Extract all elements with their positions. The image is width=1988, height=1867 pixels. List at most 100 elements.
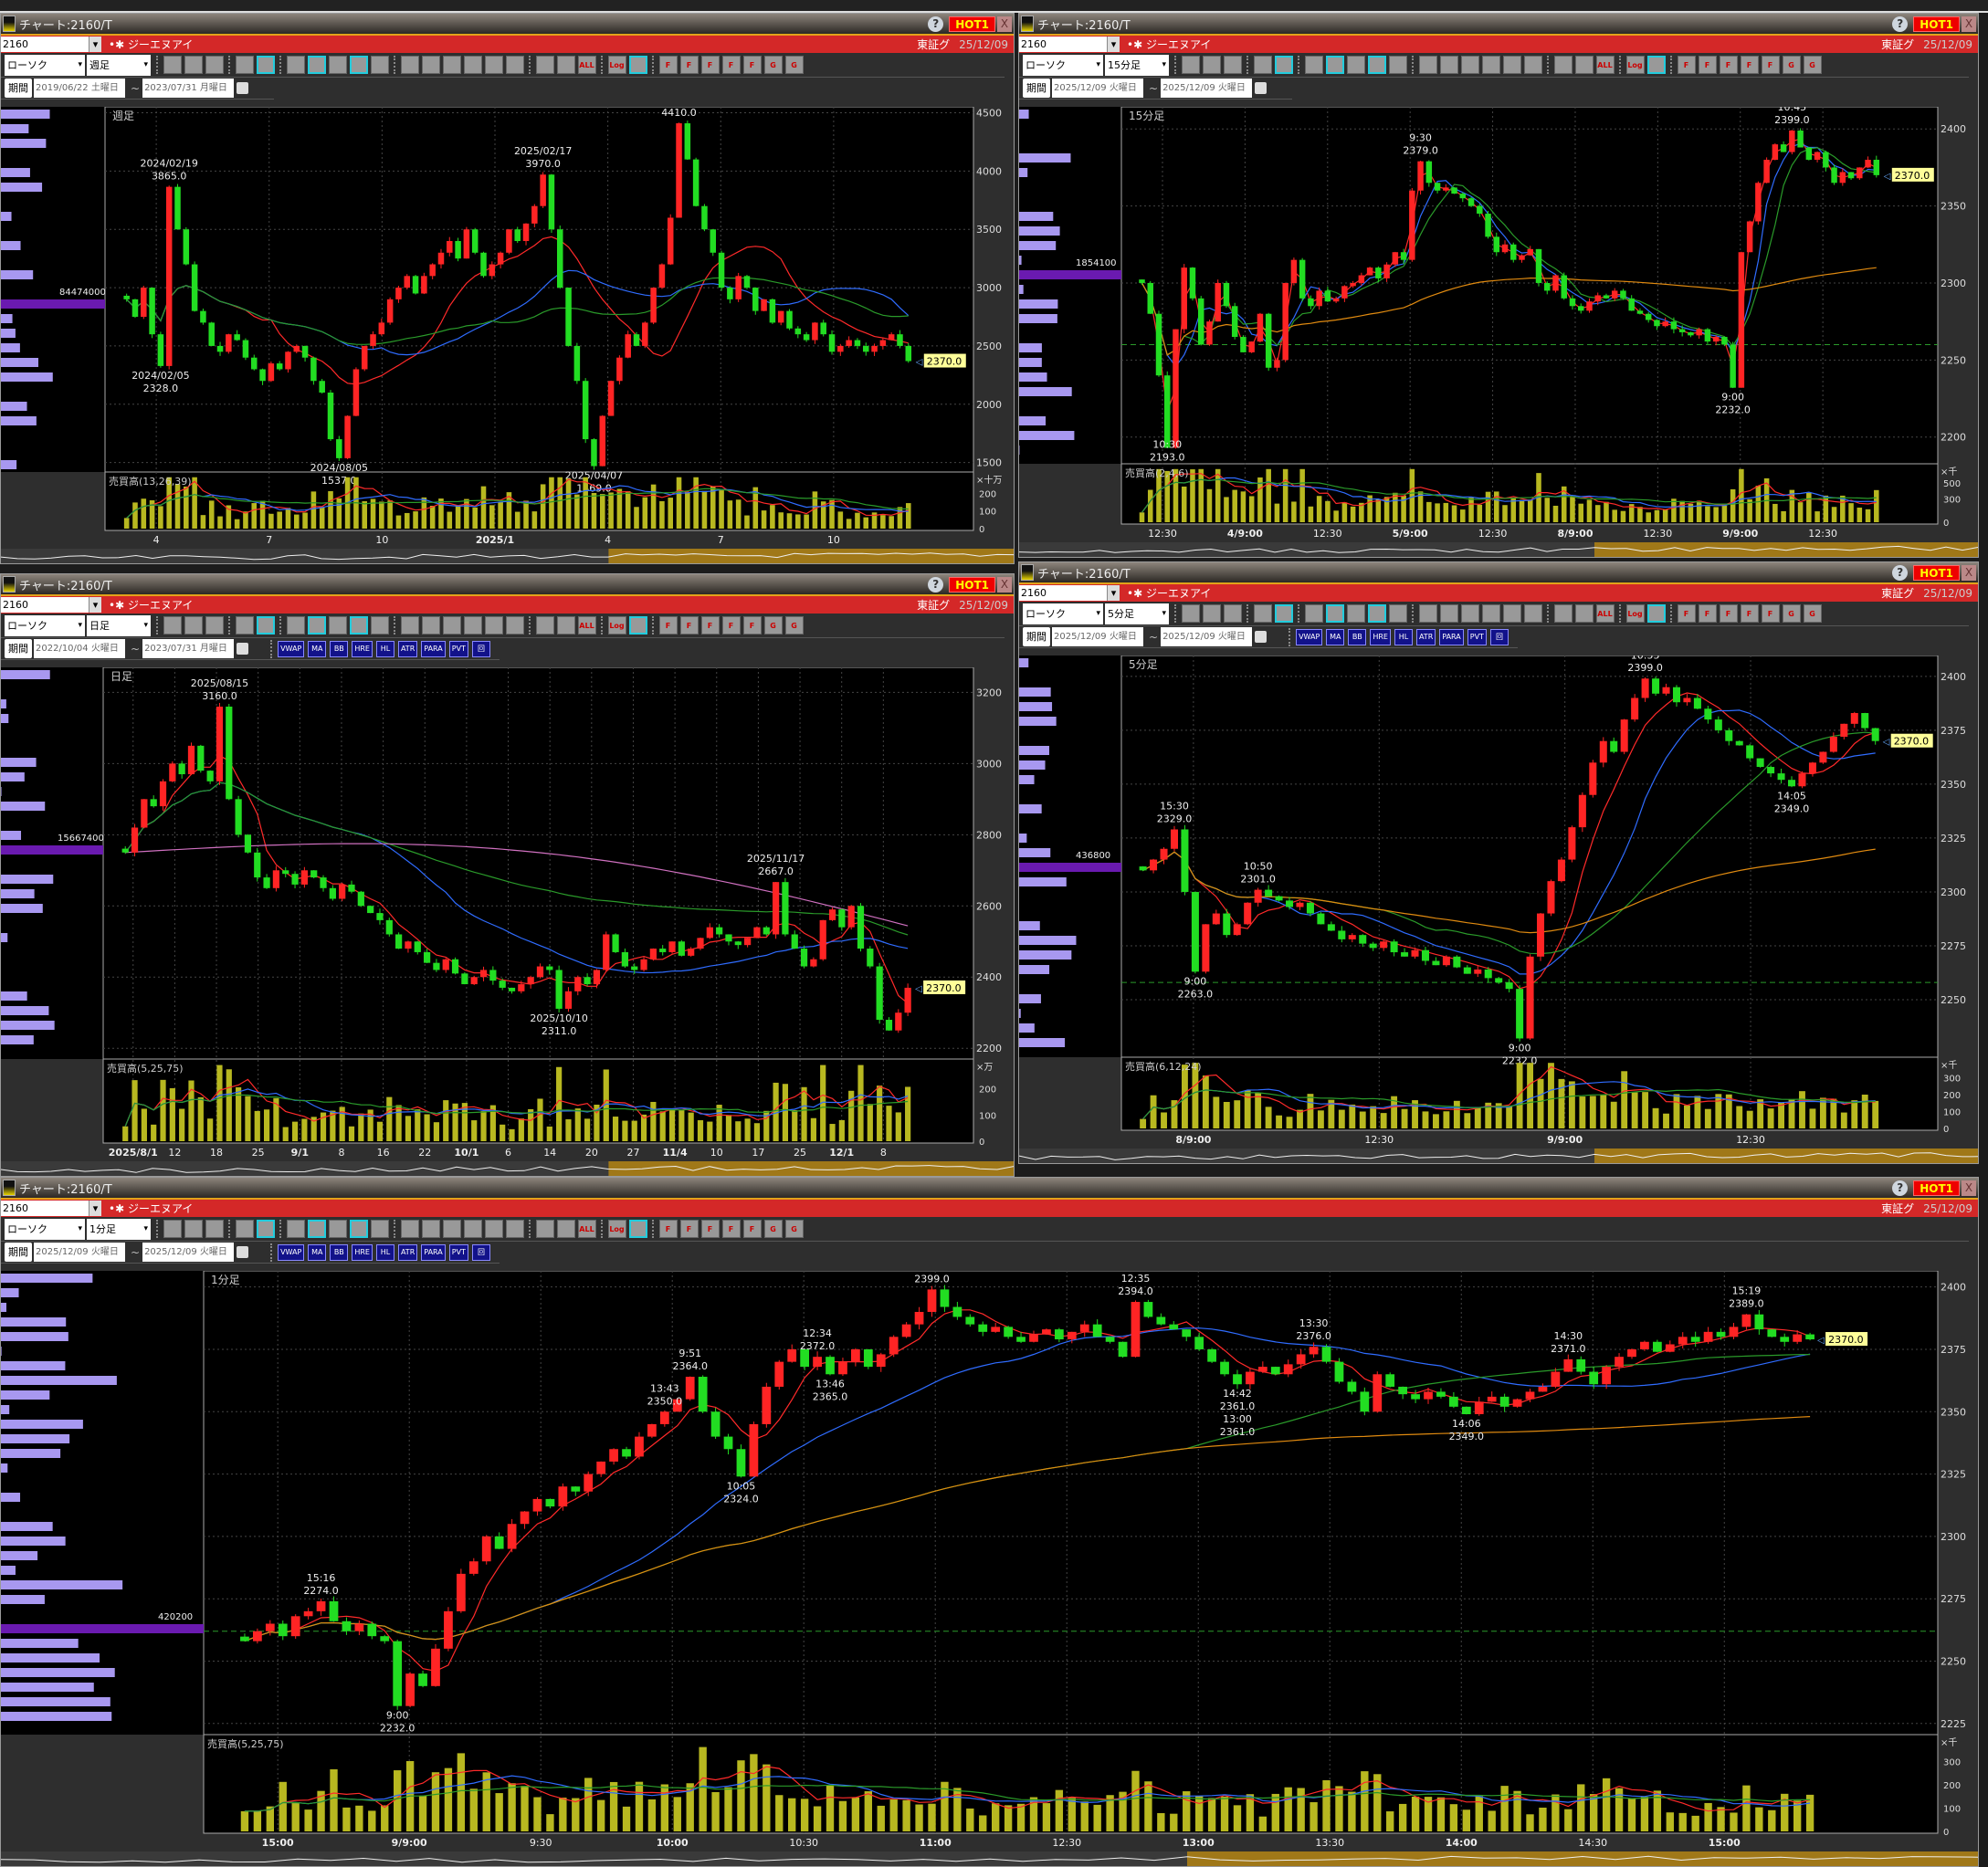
eraser-icon[interactable]: [463, 616, 482, 635]
indicator-button[interactable]: HL: [1394, 628, 1413, 645]
split-icon[interactable]: [1646, 56, 1666, 74]
down-arrow-icon[interactable]: [286, 1220, 305, 1238]
range-button[interactable]: 期間: [5, 1243, 32, 1262]
g1-icon[interactable]: G: [763, 56, 783, 74]
line-icon[interactable]: [421, 616, 440, 635]
down-arrow-icon[interactable]: [1304, 56, 1323, 74]
cursor-icon[interactable]: [1460, 56, 1479, 74]
g2-icon[interactable]: G: [784, 1220, 804, 1238]
split-icon[interactable]: [628, 1220, 647, 1238]
date-to-field[interactable]: 2025/12/09 火曜日: [142, 1243, 235, 1262]
indicator-button[interactable]: ATR: [397, 640, 418, 657]
clock-icon[interactable]: [307, 1220, 326, 1238]
period-select[interactable]: 1分足: [87, 1218, 151, 1240]
warning-icon[interactable]: [370, 1220, 389, 1238]
range-checkbox[interactable]: [237, 1246, 249, 1258]
indicator-button[interactable]: HL: [375, 640, 394, 657]
symbol-code-input[interactable]: 2160: [1019, 585, 1120, 601]
f3-icon[interactable]: F: [1719, 604, 1738, 623]
memo-icon[interactable]: [1502, 56, 1521, 74]
line-icon[interactable]: [421, 56, 440, 74]
cursor-icon[interactable]: [442, 616, 461, 635]
f5-icon[interactable]: F: [742, 616, 762, 635]
f3-icon[interactable]: F: [700, 56, 720, 74]
color-icon[interactable]: [205, 56, 224, 74]
f1-icon[interactable]: F: [658, 56, 678, 74]
g2-icon[interactable]: G: [784, 56, 804, 74]
zoom-icon[interactable]: [235, 1220, 254, 1238]
range-checkbox[interactable]: [237, 82, 249, 94]
clock-icon[interactable]: [1325, 56, 1344, 74]
hot-button[interactable]: HOT1: [1913, 16, 1960, 32]
settings-icon[interactable]: [1181, 56, 1200, 74]
all-icon[interactable]: ALL: [577, 1220, 596, 1238]
indicator-button[interactable]: VWAP: [278, 640, 305, 657]
trash-icon[interactable]: [505, 56, 524, 74]
g1-icon[interactable]: G: [763, 616, 783, 635]
eraser-icon[interactable]: [463, 1220, 482, 1238]
cross-icon[interactable]: [1367, 604, 1386, 623]
log-icon[interactable]: Log: [1625, 56, 1645, 74]
bar-icon[interactable]: [1346, 56, 1365, 74]
split-icon[interactable]: [1646, 604, 1666, 623]
range-button[interactable]: 期間: [5, 639, 32, 658]
cursor-icon[interactable]: [1460, 604, 1479, 623]
hot-button[interactable]: HOT1: [1913, 564, 1960, 581]
range-checkbox[interactable]: [1255, 82, 1267, 94]
chart-type-select[interactable]: ローソク: [1023, 603, 1103, 624]
trash-icon[interactable]: [505, 616, 524, 635]
f4-icon[interactable]: F: [1740, 604, 1759, 623]
window-icon[interactable]: [1274, 56, 1293, 74]
help-button[interactable]: ?: [928, 576, 944, 593]
hot-button[interactable]: HOT1: [949, 16, 995, 32]
chart-type-select[interactable]: ローソク: [5, 54, 85, 76]
color-icon[interactable]: [205, 1220, 224, 1238]
g2-icon[interactable]: G: [1803, 56, 1822, 74]
scrollbar-thumb[interactable]: [608, 549, 1014, 563]
indicator-button[interactable]: HL: [375, 1243, 394, 1261]
title-bar[interactable]: チャート:2160/T? HOT1 X: [1, 14, 1014, 36]
indicator-button[interactable]: 回: [471, 1243, 490, 1261]
f2-icon[interactable]: F: [679, 1220, 699, 1238]
f5-icon[interactable]: F: [1761, 56, 1780, 74]
f3-icon[interactable]: F: [1719, 56, 1738, 74]
hot-button[interactable]: HOT1: [949, 576, 995, 593]
f3-icon[interactable]: F: [700, 1220, 720, 1238]
indicator-button[interactable]: PVT: [448, 1243, 468, 1261]
range-button[interactable]: 期間: [1023, 627, 1050, 646]
indicator-button[interactable]: HRE: [352, 640, 373, 657]
f2-icon[interactable]: F: [679, 56, 699, 74]
split-icon[interactable]: [628, 56, 647, 74]
cross-icon[interactable]: [349, 1220, 368, 1238]
indicator-button[interactable]: PARA: [1439, 628, 1464, 645]
close-button[interactable]: X: [997, 16, 1012, 32]
candle-right-icon[interactable]: [556, 56, 575, 74]
indicator-button[interactable]: VWAP: [278, 1243, 305, 1261]
zoom-icon[interactable]: [1253, 604, 1272, 623]
g1-icon[interactable]: G: [1782, 56, 1801, 74]
close-button[interactable]: X: [1962, 16, 1976, 32]
indicator-button[interactable]: MA: [308, 1243, 327, 1261]
f5-icon[interactable]: F: [1761, 604, 1780, 623]
f1-icon[interactable]: F: [1677, 604, 1696, 623]
f4-icon[interactable]: F: [721, 56, 741, 74]
pen-icon[interactable]: [1418, 56, 1437, 74]
color-icon[interactable]: [205, 616, 224, 635]
f2-icon[interactable]: F: [1698, 56, 1717, 74]
indicator-button[interactable]: ATR: [1415, 628, 1436, 645]
symbol-code-input[interactable]: 2160: [1, 1201, 101, 1216]
indicator-button[interactable]: PARA: [421, 640, 446, 657]
title-bar[interactable]: チャート:2160/T? HOT1 X: [1019, 562, 1978, 584]
period-select[interactable]: 週足: [87, 54, 151, 76]
cross-icon[interactable]: [1367, 56, 1386, 74]
candle-right-icon[interactable]: [556, 616, 575, 635]
color-icon[interactable]: [1223, 604, 1242, 623]
indicator-button[interactable]: PVT: [1467, 628, 1487, 645]
candle-left-icon[interactable]: [1553, 56, 1573, 74]
range-button[interactable]: 期間: [1023, 79, 1050, 98]
indicator-button[interactable]: VWAP: [1296, 628, 1323, 645]
scrollbar-thumb[interactable]: [608, 1161, 1014, 1176]
g2-icon[interactable]: G: [1803, 604, 1822, 623]
log-icon[interactable]: Log: [607, 56, 626, 74]
